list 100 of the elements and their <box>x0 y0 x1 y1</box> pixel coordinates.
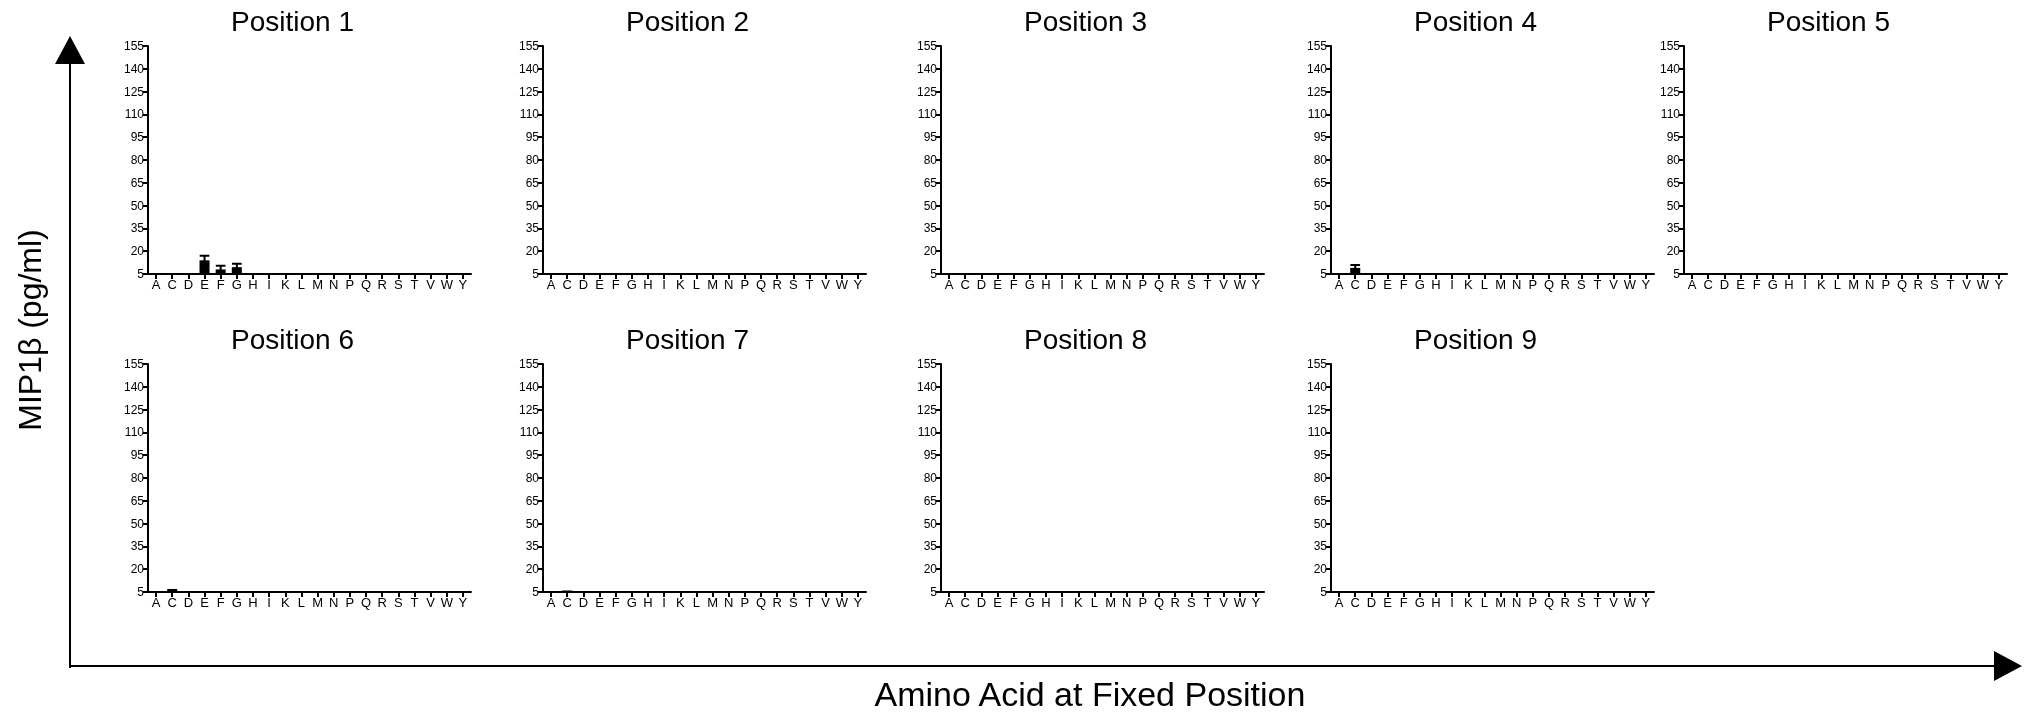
chart-title: Position 5 <box>1767 5 1890 37</box>
y-tick-label: 140 <box>123 379 145 394</box>
x-tick-label: V <box>1609 277 1619 292</box>
x-tick-label: V <box>821 595 831 610</box>
x-tick-label: Q <box>755 277 767 292</box>
y-tick-label: 95 <box>1313 448 1328 463</box>
x-tick-label: D <box>976 595 987 610</box>
y-tick-label: 35 <box>923 539 938 554</box>
x-tick-label: P <box>345 277 355 292</box>
y-tick-label: 155 <box>1306 39 1328 53</box>
x-tick-label: Y <box>853 277 863 292</box>
x-tick-label: Y <box>458 277 468 292</box>
x-tick-label: K <box>1073 277 1083 292</box>
x-tick-label: R <box>1170 277 1180 292</box>
y-tick-label: 80 <box>1313 471 1328 485</box>
x-tick-label: M <box>1495 595 1506 610</box>
x-tick-label: M <box>1848 277 1859 292</box>
y-tick-label: 80 <box>130 471 145 485</box>
y-tick-label: 20 <box>1313 562 1328 577</box>
x-tick-label: G <box>1024 595 1035 610</box>
x-tick-label: D <box>976 277 987 292</box>
y-tick-label: 5 <box>1673 267 1681 281</box>
x-tick-label: M <box>707 595 718 610</box>
x-tick-label: M <box>1105 277 1116 292</box>
x-tick-label: F <box>1009 595 1018 610</box>
chart-title: Position 9 <box>1414 323 1537 355</box>
x-tick-label: A <box>546 277 556 292</box>
y-tick-label: 155 <box>123 357 145 371</box>
x-tick-label: F <box>611 595 620 610</box>
x-tick-label: L <box>692 595 701 610</box>
y-tick-label: 110 <box>124 425 145 440</box>
y-tick-label: 155 <box>1306 357 1328 371</box>
x-tick-label: E <box>200 595 210 610</box>
x-tick-label: D <box>1719 277 1730 292</box>
y-tick-label: 35 <box>525 539 540 554</box>
x-tick-label: F <box>1009 277 1018 292</box>
x-tick-label: D <box>578 277 589 292</box>
x-tick-label: T <box>1203 277 1212 292</box>
y-tick-label: 5 <box>1320 267 1328 281</box>
x-tick-label: Y <box>1641 595 1651 610</box>
x-tick-label: C <box>167 277 177 292</box>
y-tick-label: 95 <box>923 448 938 463</box>
x-tick-label: N <box>329 595 339 610</box>
x-tick-label: R <box>772 595 782 610</box>
x-tick-label: Y <box>458 595 468 610</box>
x-tick-label: P <box>1138 277 1148 292</box>
y-tick-label: 50 <box>923 198 938 213</box>
y-tick-label: 125 <box>1306 84 1328 99</box>
x-tick-label: L <box>1833 277 1842 292</box>
x-tick-label: K <box>1816 277 1826 292</box>
x-tick-label: L <box>1480 277 1489 292</box>
y-tick-label: 140 <box>1306 379 1328 394</box>
chart-title: Position 4 <box>1414 5 1537 37</box>
x-tick-label: H <box>248 277 258 292</box>
y-tick-label: 95 <box>1313 130 1328 145</box>
x-tick-label: G <box>626 595 637 610</box>
x-tick-label: L <box>1480 595 1489 610</box>
x-tick-label: G <box>1024 277 1035 292</box>
y-tick-label: 110 <box>1307 425 1328 440</box>
y-tick-label: 110 <box>917 425 938 440</box>
x-tick-label: C <box>562 277 572 292</box>
x-tick-label: W <box>1976 277 1990 292</box>
y-tick-label: 80 <box>525 153 540 167</box>
x-tick-label: D <box>183 595 194 610</box>
y-tick-label: 35 <box>1666 221 1681 236</box>
y-tick-label: 95 <box>130 448 145 463</box>
x-tick-label: Y <box>1994 277 2004 292</box>
x-tick-label: L <box>297 595 306 610</box>
x-tick-label: A <box>546 595 556 610</box>
x-tick-label: L <box>1090 595 1099 610</box>
x-tick-label: I <box>1060 595 1064 610</box>
x-tick-label: Q <box>1543 277 1555 292</box>
x-tick-label: N <box>724 595 734 610</box>
y-tick-label: 20 <box>130 244 145 259</box>
x-tick-label: T <box>1203 595 1212 610</box>
x-tick-label: P <box>1528 595 1538 610</box>
y-tick-label: 125 <box>1306 402 1328 417</box>
y-tick-label: 125 <box>916 84 938 99</box>
x-tick-label: I <box>1450 595 1454 610</box>
x-tick-label: M <box>1105 595 1116 610</box>
x-tick-label: I <box>1450 277 1454 292</box>
x-tick-label: H <box>1041 277 1051 292</box>
y-tick-label: 125 <box>518 402 540 417</box>
x-tick-label: Q <box>1543 595 1555 610</box>
x-tick-label: A <box>944 277 954 292</box>
x-tick-label: F <box>1399 277 1408 292</box>
x-tick-label: G <box>231 595 242 610</box>
x-tick-label: E <box>1383 277 1393 292</box>
x-tick-label: C <box>960 277 970 292</box>
x-tick-label: R <box>377 595 387 610</box>
x-tick-label: V <box>426 277 436 292</box>
x-tick-label: W <box>440 277 454 292</box>
y-tick-label: 20 <box>130 562 145 577</box>
y-tick-label: 35 <box>130 539 145 554</box>
y-tick-label: 35 <box>130 221 145 236</box>
y-tick-label: 5 <box>532 585 540 599</box>
x-tick-label: E <box>1736 277 1746 292</box>
y-tick-label: 140 <box>916 379 938 394</box>
x-tick-label: V <box>426 595 436 610</box>
y-tick-label: 125 <box>123 402 145 417</box>
